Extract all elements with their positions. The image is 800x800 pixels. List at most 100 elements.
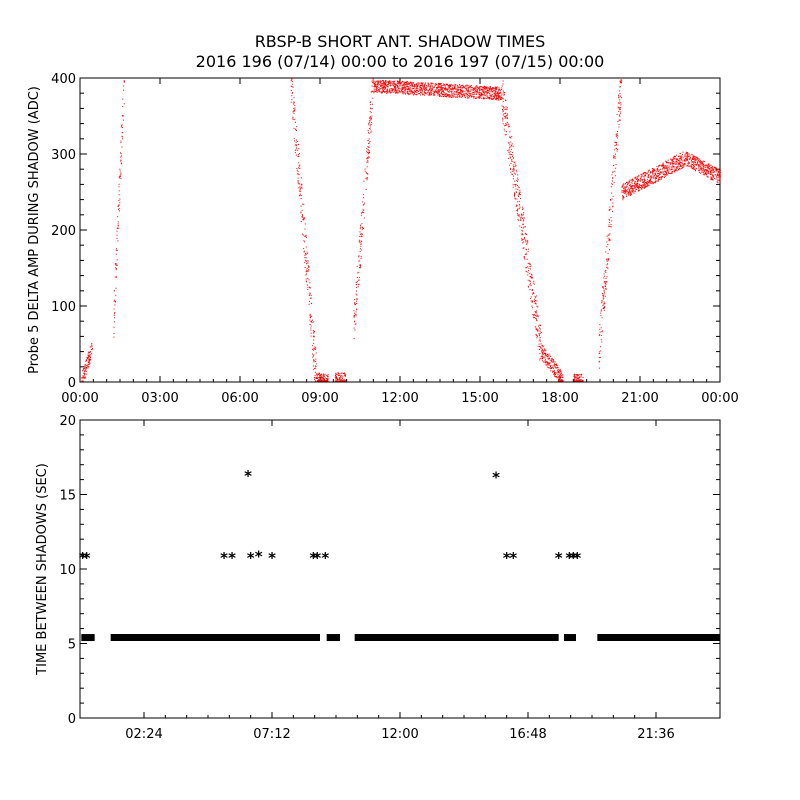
delta-amp-point <box>317 379 319 381</box>
delta-amp-point <box>121 146 123 148</box>
delta-amp-point <box>304 241 306 243</box>
delta-amp-point <box>603 293 605 295</box>
delta-amp-point <box>423 86 425 88</box>
delta-amp-point <box>577 380 579 382</box>
delta-amp-point <box>344 380 346 382</box>
delta-amp-point <box>410 88 412 90</box>
delta-amp-point <box>116 248 118 250</box>
delta-amp-point <box>515 165 517 167</box>
delta-amp-point <box>539 346 541 348</box>
delta-amp-point <box>495 93 497 95</box>
delta-amp-point <box>553 371 555 373</box>
delta-amp-point <box>636 182 638 184</box>
delta-amp-point <box>421 91 423 93</box>
delta-amp-point <box>335 374 337 376</box>
delta-amp-point <box>452 88 454 90</box>
delta-amp-point <box>315 361 317 363</box>
delta-amp-point <box>297 155 299 157</box>
delta-amp-point <box>440 89 442 91</box>
delta-amp-point <box>455 88 457 90</box>
delta-amp-point <box>458 87 460 89</box>
delta-amp-point <box>353 327 355 329</box>
delta-amp-point <box>712 178 714 180</box>
delta-amp-point <box>498 89 500 91</box>
delta-amp-point <box>683 163 685 165</box>
delta-amp-point <box>605 284 607 286</box>
delta-amp-point <box>632 180 634 182</box>
delta-amp-point <box>428 89 430 91</box>
delta-amp-point <box>532 293 534 295</box>
delta-amp-point <box>618 107 620 109</box>
delta-amp-point <box>611 182 613 184</box>
delta-amp-point <box>541 350 543 352</box>
delta-amp-point <box>451 96 453 98</box>
delta-amp-point <box>605 281 607 283</box>
delta-amp-point <box>677 156 679 158</box>
delta-amp-point <box>354 312 356 314</box>
delta-amp-point <box>491 90 493 92</box>
delta-amp-point <box>547 362 549 364</box>
delta-amp-point <box>631 182 633 184</box>
delta-amp-point <box>335 380 337 382</box>
delta-amp-point <box>403 82 405 84</box>
delta-amp-point <box>599 324 601 326</box>
delta-amp-point <box>539 332 541 334</box>
delta-amp-point <box>662 167 664 169</box>
delta-amp-point <box>616 150 618 152</box>
delta-amp-point <box>641 175 643 177</box>
delta-amp-point <box>525 252 527 254</box>
delta-amp-point <box>599 328 601 330</box>
delta-amp-point <box>450 84 452 86</box>
delta-amp-point <box>643 177 645 179</box>
delta-amp-point <box>393 80 395 82</box>
interval-points: ** * *** * * ** **** * *** <box>79 467 582 567</box>
delta-amp-point <box>322 380 324 382</box>
delta-amp-point <box>116 265 118 267</box>
delta-amp-point <box>410 82 412 84</box>
delta-amp-point <box>690 165 692 167</box>
delta-amp-point <box>89 359 91 361</box>
delta-amp-point <box>639 183 641 185</box>
delta-amp-point <box>319 375 321 377</box>
delta-amp-point <box>85 367 87 369</box>
delta-amp-point <box>511 151 513 153</box>
delta-amp-point <box>362 209 364 211</box>
delta-amp-point <box>693 161 695 163</box>
interval-point: * <box>321 549 329 567</box>
delta-amp-point <box>381 87 383 89</box>
delta-amp-point <box>557 372 559 374</box>
delta-amp-point <box>621 190 623 192</box>
delta-amp-point <box>539 359 541 361</box>
delta-amp-point <box>398 81 400 83</box>
delta-amp-point <box>618 94 620 96</box>
delta-amp-point <box>403 91 405 93</box>
delta-amp-point <box>479 88 481 90</box>
delta-amp-point <box>345 379 347 381</box>
delta-amp-point <box>492 91 494 93</box>
delta-amp-point <box>604 275 606 277</box>
delta-amp-point <box>89 351 91 353</box>
delta-amp-point <box>529 263 531 265</box>
delta-amp-point <box>671 163 673 165</box>
delta-amp-point <box>505 123 507 125</box>
delta-amp-point <box>421 89 423 91</box>
delta-amp-point <box>392 83 394 85</box>
delta-amp-point <box>482 88 484 90</box>
delta-amp-point <box>367 159 369 161</box>
delta-amp-point <box>504 115 506 117</box>
delta-amp-point <box>669 165 671 167</box>
delta-amp-point <box>395 90 397 92</box>
delta-amp-point <box>458 91 460 93</box>
delta-amp-point <box>316 377 318 379</box>
delta-amp-point <box>544 361 546 363</box>
delta-amp-point <box>502 117 504 119</box>
delta-amp-point <box>531 277 533 279</box>
delta-amp-point <box>686 153 688 155</box>
delta-amp-point <box>603 277 605 279</box>
delta-amp-point <box>322 374 324 376</box>
delta-amp-point <box>707 170 709 172</box>
delta-amp-point <box>601 317 603 319</box>
delta-amp-point <box>529 273 531 275</box>
y-tick-label: 20 <box>59 414 76 429</box>
delta-amp-point <box>716 169 718 171</box>
